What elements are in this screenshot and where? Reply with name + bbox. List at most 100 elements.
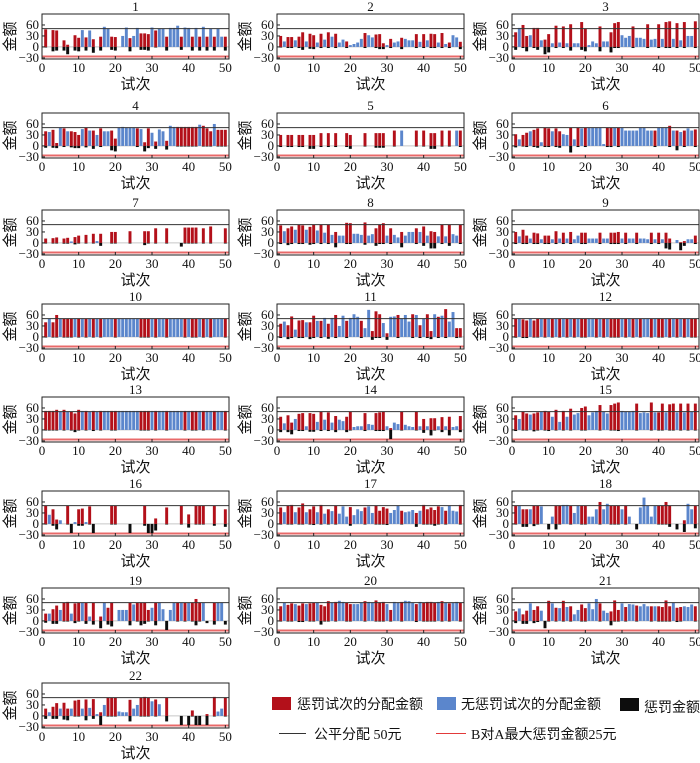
y-tick-label: 60 [26,494,39,509]
bar-punished [345,320,349,337]
bar-penalty [279,145,283,148]
bar-punished [429,418,433,430]
bar-punished [110,505,114,524]
bar-punished [447,224,451,243]
bar-penalty [345,46,349,49]
bar-unpunished [671,38,675,47]
bar-penalty [165,242,169,244]
x-tick-label: 30 [381,350,394,365]
bar-punished [554,409,558,430]
y-tick-label: −30 [254,149,274,164]
bar-unpunished [356,42,360,47]
plot-frame [511,303,700,350]
bar-penalty [212,429,216,431]
bar-punished [547,128,551,146]
x-tick-label: 0 [39,350,46,365]
bar-unpunished [631,130,635,146]
bar-punished [80,508,84,524]
bar-unpunished [425,235,429,243]
y-tick-label: 0 [268,138,275,153]
bar-punished [205,36,209,47]
bar-punished [664,22,668,47]
bar-punished [418,325,422,337]
bar-penalty [374,429,378,432]
bar-unpunished [558,421,562,430]
bar-unpunished [602,144,606,146]
x-tick-label: 40 [417,634,430,649]
bar-punished [106,607,110,621]
x-tick-label: 0 [274,537,281,552]
bar-penalty [558,336,562,338]
bar-punished [194,227,198,243]
bar-penalty [190,715,194,717]
x-axis-label: 试次 [590,459,620,476]
bar-penalty [44,242,48,244]
x-tick-label: 30 [381,159,394,174]
bar-unpunished [348,317,352,337]
bar-penalty [378,523,382,525]
bar-penalty [521,336,525,339]
y-tick-label: −30 [19,50,39,65]
bar-unpunished [95,411,99,430]
bar-unpunished [95,134,99,146]
bar-penalty [290,429,294,435]
bar-penalty [135,145,139,148]
bar-punished [297,134,301,146]
bar-penalty [183,620,187,622]
x-tick-label: 10 [307,443,320,458]
bar-penalty [88,523,92,525]
y-tick-label: 30 [26,697,39,712]
x-tick-label: 20 [109,60,122,75]
bar-penalty [198,523,202,525]
bar-penalty [312,46,316,50]
bar-unpunished [635,130,639,146]
bar-unpunished [414,314,418,337]
bar-punished [66,505,70,524]
bar-unpunished [539,239,543,243]
bar-punished [411,314,415,337]
bar-penalty [682,523,686,532]
x-tick-label: 50 [219,729,232,744]
bar-unpunished [80,129,84,146]
bar-punished [525,610,529,621]
bar-punished [657,505,661,524]
bar-penalty [223,336,227,338]
bar-penalty [326,523,330,525]
bar-penalty [675,46,679,49]
bar-penalty [429,620,433,622]
bar-punished [609,127,613,146]
bar-punished [212,36,216,47]
bar-punished [326,509,330,524]
bar-penalty [536,429,540,431]
bar-penalty [84,46,88,51]
bar-punished [334,416,338,430]
bar-unpunished [653,505,657,524]
bar-punished [62,409,66,430]
bar-unpunished [367,309,371,337]
bar-punished [51,322,55,337]
bar-unpunished [638,37,642,47]
bar-unpunished [411,231,415,243]
x-tick-label: 40 [652,256,665,271]
bar-punished [154,602,158,621]
bar-punished [113,138,117,146]
panel-title: 12 [599,289,612,304]
bar-penalty [91,145,95,149]
panel-title: 19 [129,573,142,588]
bar-punished [139,697,143,716]
y-tick-label: −30 [254,527,274,542]
bar-penalty [521,523,525,527]
bar-penalty [201,242,205,244]
bar-punished [444,309,448,337]
bar-punished [514,134,518,146]
y-tick-label: −30 [489,149,509,164]
bar-unpunished [407,40,411,47]
bar-penalty [345,620,349,622]
y-axis-label: 金额 [2,311,19,341]
bar-punished [286,134,290,146]
bar-unpunished [686,35,690,47]
y-tick-label: 0 [33,613,40,628]
